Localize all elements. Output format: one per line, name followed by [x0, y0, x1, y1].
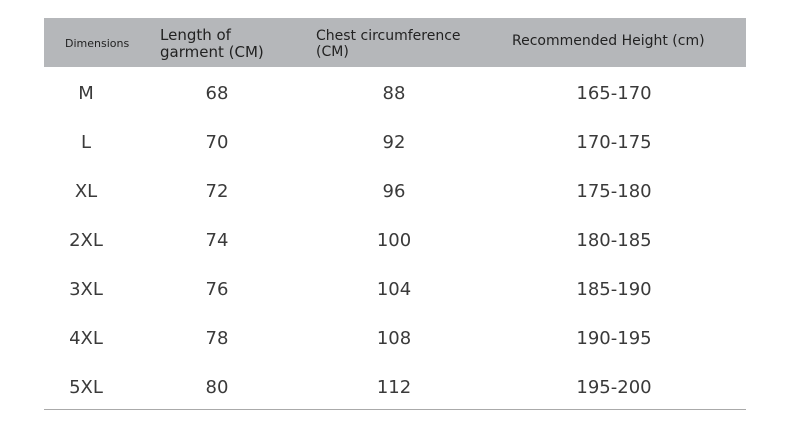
chest-cell: 92	[382, 132, 406, 153]
header-chest: Chest circumference (CM)	[316, 28, 461, 60]
table-row: XL 72 96 175-180	[44, 167, 746, 216]
height-cell: 175-180	[576, 181, 652, 202]
header-height: Recommended Height (cm)	[512, 33, 705, 49]
size-cell: XL	[74, 181, 98, 202]
length-cell: 72	[205, 181, 229, 202]
table-row: 4XL 78 108 190-195	[44, 314, 746, 363]
length-cell: 78	[205, 328, 229, 349]
height-cell: 190-195	[576, 328, 652, 349]
table-row: L 70 92 170-175	[44, 118, 746, 167]
chest-cell: 112	[376, 377, 412, 398]
chest-cell: 108	[376, 328, 412, 349]
height-cell: 185-190	[576, 279, 652, 300]
height-cell: 195-200	[576, 377, 652, 398]
size-cell: 2XL	[69, 230, 103, 251]
chest-cell: 104	[376, 279, 412, 300]
table-row: 3XL 76 104 185-190	[44, 265, 746, 314]
header-dimensions: Dimensions	[65, 37, 130, 50]
table-row: M 68 88 165-170	[44, 69, 746, 118]
length-cell: 80	[205, 377, 229, 398]
chest-cell: 88	[382, 83, 406, 104]
height-cell: 170-175	[576, 132, 652, 153]
size-cell: L	[80, 132, 92, 153]
table-bottom-border	[44, 409, 746, 410]
size-cell: 5XL	[69, 377, 103, 398]
table-row: 5XL 80 112 195-200	[44, 363, 746, 412]
size-cell: 4XL	[69, 328, 103, 349]
height-cell: 180-185	[576, 230, 652, 251]
table-header: Dimensions Length of garment (CM) Chest …	[44, 18, 746, 67]
chest-cell: 96	[382, 181, 406, 202]
size-cell: 3XL	[69, 279, 103, 300]
size-cell: M	[78, 83, 94, 104]
length-cell: 70	[205, 132, 229, 153]
length-cell: 68	[205, 83, 229, 104]
table-row: 2XL 74 100 180-185	[44, 216, 746, 265]
chest-cell: 100	[376, 230, 412, 251]
length-cell: 74	[205, 230, 229, 251]
header-length: Length of garment (CM)	[160, 26, 264, 61]
length-cell: 76	[205, 279, 229, 300]
height-cell: 165-170	[576, 83, 652, 104]
